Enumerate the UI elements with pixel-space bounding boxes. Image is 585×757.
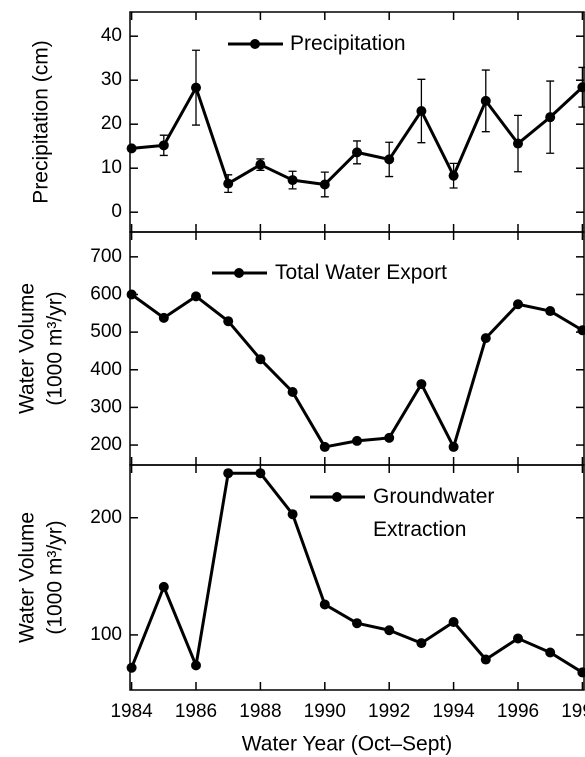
data-line <box>131 86 584 186</box>
data-point <box>255 159 266 170</box>
x-tick-label: 1986 <box>175 701 217 722</box>
legend-label: Precipitation <box>290 32 406 55</box>
data-point <box>191 660 202 671</box>
y-axis-label: Water Volume <box>16 283 39 414</box>
data-point <box>416 379 427 390</box>
data-point <box>319 179 330 190</box>
data-point <box>319 441 330 452</box>
y-tick-label: 300 <box>90 396 122 417</box>
data-point <box>577 82 585 93</box>
data-point <box>223 316 234 327</box>
data-point <box>384 625 395 636</box>
data-point <box>191 82 202 93</box>
x-tick-label: 1996 <box>497 701 539 722</box>
y-axis-label: Water Volume <box>16 512 39 643</box>
data-point <box>448 441 459 452</box>
data-point <box>545 647 556 658</box>
data-point <box>126 143 137 154</box>
y-tick-label: 10 <box>101 157 122 178</box>
data-point <box>287 509 298 520</box>
data-point <box>480 654 491 665</box>
x-axis-label: Water Year (Oct–Sept) <box>242 733 452 756</box>
data-point <box>255 354 266 365</box>
data-point <box>448 617 459 628</box>
y-tick-label: 600 <box>90 284 122 305</box>
data-point <box>255 468 266 479</box>
data-point <box>512 299 523 310</box>
legend-marker <box>332 492 342 502</box>
data-point <box>480 333 491 344</box>
y-tick-label: 400 <box>90 359 122 380</box>
data-point <box>545 306 556 317</box>
data-point <box>480 95 491 106</box>
y-tick-label: 700 <box>90 246 122 267</box>
data-point <box>287 175 298 186</box>
data-point <box>416 638 427 649</box>
data-point <box>352 147 362 158</box>
legend-label: Total Water Export <box>275 261 447 284</box>
x-tick-label: 1988 <box>239 701 281 722</box>
data-point <box>126 662 137 673</box>
data-point <box>448 170 459 181</box>
data-line <box>130 293 584 449</box>
y-axis-label: (1000 m³/yr) <box>44 291 67 405</box>
data-point <box>577 325 585 336</box>
y-tick-label: 200 <box>90 434 122 455</box>
data-point <box>384 154 395 165</box>
legend-label: Groundwater Extraction <box>373 485 495 541</box>
y-tick-label: 0 <box>111 201 122 222</box>
data-point <box>158 140 169 151</box>
y-tick-label: 30 <box>101 69 122 90</box>
y-axis-label: Precipitation (cm) <box>30 40 53 203</box>
data-point <box>416 106 427 116</box>
data-point <box>319 599 330 610</box>
y-tick-label: 100 <box>90 624 122 645</box>
x-tick-label: 1998 <box>561 701 585 722</box>
data-point <box>384 432 395 443</box>
data-point <box>126 289 137 300</box>
y-tick-label: 200 <box>90 507 122 528</box>
data-point <box>158 581 169 592</box>
y-axis-label: (1000 m³/yr) <box>44 520 67 634</box>
data-point <box>191 291 202 302</box>
data-point <box>512 138 523 149</box>
data-point <box>223 178 234 189</box>
data-point <box>352 435 362 446</box>
plot-frame <box>129 464 585 691</box>
y-tick-label: 40 <box>101 25 122 46</box>
data-point <box>223 468 234 479</box>
y-tick-label: 20 <box>101 113 122 134</box>
data-point <box>158 312 169 323</box>
x-tick-label: 1994 <box>432 701 475 722</box>
data-point <box>512 633 523 644</box>
data-point <box>577 667 585 678</box>
legend-marker <box>250 39 260 49</box>
data-point <box>545 112 556 123</box>
legend-marker <box>234 268 244 278</box>
data-point <box>352 618 362 629</box>
y-tick-label: 500 <box>90 321 122 342</box>
x-tick-label: 1990 <box>304 701 346 722</box>
data-point <box>287 386 298 397</box>
x-tick-label: 1992 <box>368 701 410 722</box>
x-tick-label: 1984 <box>110 701 153 722</box>
